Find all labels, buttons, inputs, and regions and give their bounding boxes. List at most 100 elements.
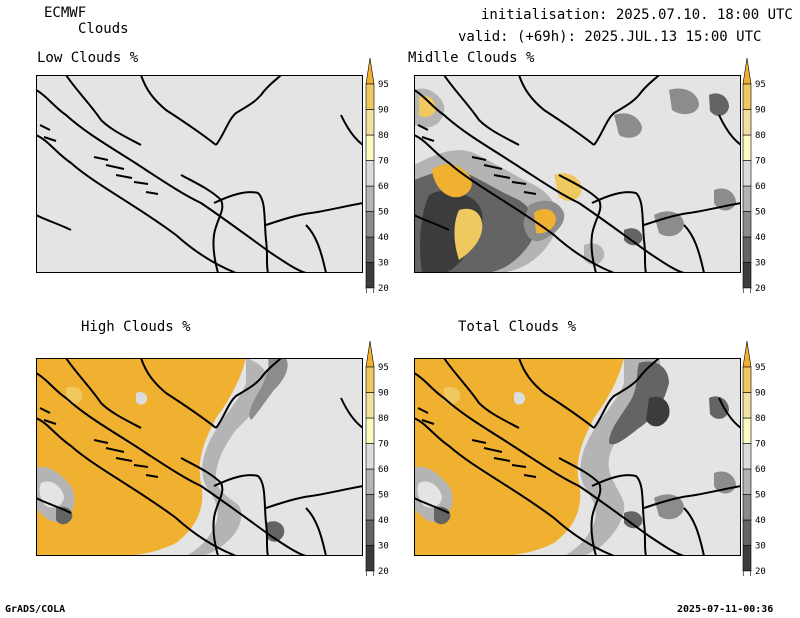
panel-title-high: High Clouds % bbox=[81, 319, 191, 335]
colorbar-label: 50 bbox=[378, 208, 389, 218]
colorbar-arrow-bottom bbox=[742, 287, 752, 293]
coastal-islands bbox=[39, 407, 159, 478]
colorbar-label: 20 bbox=[755, 284, 766, 293]
colorbar-segment bbox=[742, 417, 752, 444]
map-panel-low bbox=[36, 75, 363, 273]
colorbar-label: 60 bbox=[378, 465, 389, 475]
colorbar-label: 95 bbox=[755, 363, 766, 373]
coastal-islands bbox=[417, 407, 537, 478]
colorbar-segment bbox=[742, 83, 752, 110]
colorbar-label: 30 bbox=[755, 542, 766, 552]
colorbar-label: 70 bbox=[378, 157, 389, 167]
valid-time: valid: (+69h): 2025.JUL.13 15:00 UTC bbox=[458, 29, 762, 45]
colorbar-segment bbox=[742, 443, 752, 470]
colorbar-segment bbox=[742, 392, 752, 419]
colorbar-total: 20 30 40 50 60 70 80 90 95 bbox=[742, 341, 766, 576]
footer-software: GrADS/COLA bbox=[5, 604, 66, 615]
colorbar-segment bbox=[365, 211, 375, 238]
colorbar-arrow-top bbox=[742, 58, 752, 85]
colorbar-label: 95 bbox=[378, 80, 389, 90]
colorbar-segment bbox=[365, 262, 375, 289]
colorbar-label: 70 bbox=[755, 157, 766, 167]
colorbar-label: 20 bbox=[755, 567, 766, 576]
colorbar-arrow-top bbox=[365, 58, 375, 85]
map-borders bbox=[414, 358, 741, 556]
colorbar-segment bbox=[365, 236, 375, 263]
colorbar-label: 40 bbox=[378, 516, 389, 526]
map-panel-mid bbox=[414, 75, 741, 273]
colorbar-segment bbox=[365, 185, 375, 212]
colorbar-label: 90 bbox=[755, 106, 766, 116]
colorbar-label: 30 bbox=[378, 542, 389, 552]
cloud-field bbox=[414, 358, 736, 556]
colorbar-segment bbox=[365, 83, 375, 110]
colorbar-label: 50 bbox=[755, 208, 766, 218]
colorbar-label: 20 bbox=[378, 567, 389, 576]
colorbar-segment bbox=[742, 236, 752, 263]
coastal-islands bbox=[417, 124, 537, 195]
colorbar-label: 60 bbox=[755, 465, 766, 475]
colorbar-arrow-bottom bbox=[365, 570, 375, 576]
colorbar-label: 20 bbox=[378, 284, 389, 293]
colorbar-arrow-top bbox=[742, 341, 752, 368]
colorbar-arrow-top bbox=[365, 341, 375, 368]
map-panel-total bbox=[414, 358, 741, 556]
colorbar-segment bbox=[365, 494, 375, 521]
colorbar-arrow-bottom bbox=[742, 570, 752, 576]
coastal-islands bbox=[39, 124, 159, 195]
colorbar-segment bbox=[742, 468, 752, 495]
colorbar-label: 40 bbox=[755, 233, 766, 243]
map-borders bbox=[36, 358, 363, 556]
colorbar-arrow-bottom bbox=[365, 287, 375, 293]
colorbar-label: 30 bbox=[755, 259, 766, 269]
panel-title-total: Total Clouds % bbox=[458, 319, 577, 335]
colorbar-segment bbox=[365, 109, 375, 136]
colorbar-label: 90 bbox=[378, 106, 389, 116]
colorbar-label: 80 bbox=[755, 131, 766, 141]
colorbar-label: 80 bbox=[378, 131, 389, 141]
colorbar-label: 60 bbox=[378, 182, 389, 192]
colorbar-segment bbox=[365, 366, 375, 393]
colorbar-segment bbox=[742, 494, 752, 521]
map-borders bbox=[36, 75, 363, 273]
colorbar-segment bbox=[365, 160, 375, 187]
colorbar-segment bbox=[365, 443, 375, 470]
footer-timestamp: 2025-07-11-00:36 bbox=[677, 604, 774, 615]
colorbar-label: 95 bbox=[378, 363, 389, 373]
colorbar-segment bbox=[365, 134, 375, 161]
map-borders bbox=[414, 75, 741, 273]
colorbar-label: 40 bbox=[378, 233, 389, 243]
init-time: initialisation: 2025.07.10. 18:00 UTC bbox=[481, 7, 793, 23]
colorbar-segment bbox=[365, 392, 375, 419]
colorbar-segment bbox=[365, 417, 375, 444]
colorbar-segment bbox=[742, 519, 752, 546]
map-panel-high bbox=[36, 358, 363, 556]
colorbar-label: 70 bbox=[378, 440, 389, 450]
colorbar-label: 70 bbox=[755, 440, 766, 450]
colorbar-label: 95 bbox=[755, 80, 766, 90]
colorbar-label: 40 bbox=[755, 516, 766, 526]
colorbar-label: 90 bbox=[755, 389, 766, 399]
colorbar-segment bbox=[742, 366, 752, 393]
colorbar-label: 90 bbox=[378, 389, 389, 399]
colorbar-label: 50 bbox=[755, 491, 766, 501]
colorbar-segment bbox=[742, 211, 752, 238]
colorbar-segment bbox=[365, 468, 375, 495]
colorbar-label: 60 bbox=[755, 182, 766, 192]
colorbar-segment bbox=[742, 109, 752, 136]
colorbar-segment bbox=[742, 160, 752, 187]
colorbar-mid: 20 30 40 50 60 70 80 90 95 bbox=[742, 58, 766, 293]
cloud-field bbox=[36, 358, 288, 556]
colorbar-low: 20 30 40 50 60 70 80 90 95 bbox=[365, 58, 389, 293]
colorbar-label: 50 bbox=[378, 491, 389, 501]
colorbar-segment bbox=[742, 134, 752, 161]
model-name: ECMWF bbox=[44, 5, 87, 21]
colorbar-segment bbox=[365, 519, 375, 546]
colorbar-label: 80 bbox=[378, 414, 389, 424]
colorbar-segment bbox=[742, 262, 752, 289]
colorbar-segment bbox=[365, 545, 375, 572]
colorbar-label: 30 bbox=[378, 259, 389, 269]
colorbar-segment bbox=[742, 545, 752, 572]
colorbar-segment bbox=[742, 185, 752, 212]
panel-title-low: Low Clouds % bbox=[37, 50, 139, 66]
